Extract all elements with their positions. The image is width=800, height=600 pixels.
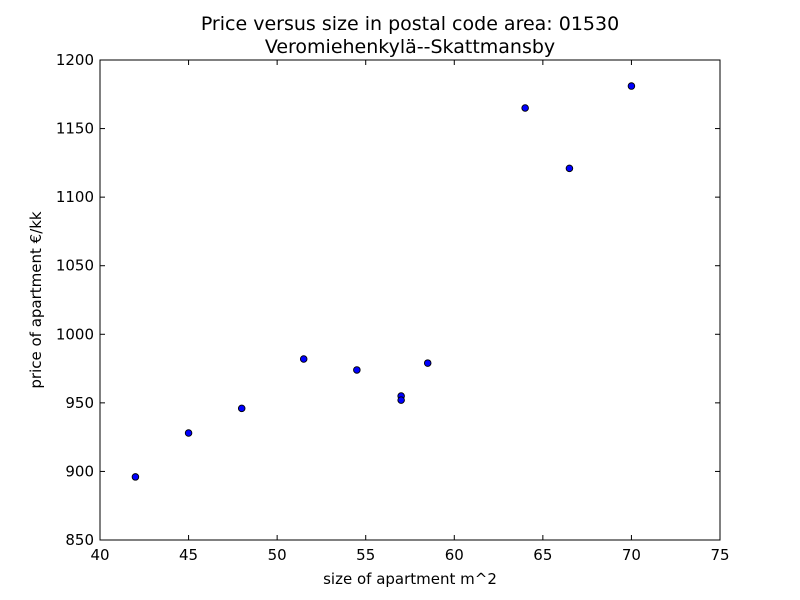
- axis-ticks: 40 45 50 55 60 65 70 75 850 900 950 1000 1050 1100 115…: [56, 51, 730, 564]
- data-point-1: [184, 429, 193, 437]
- chart-title: Price versus size in postal code area: 0…: [201, 13, 619, 35]
- y-tick-label: 1150: [56, 120, 94, 138]
- plot-area-frame: [99, 59, 721, 541]
- data-points: [131, 82, 636, 481]
- x-tick-label: 70: [622, 546, 641, 564]
- y-tick-label: 1100: [56, 188, 94, 206]
- data-point-8: [521, 104, 529, 112]
- x-axis-label: size of apartment m^2: [323, 570, 497, 588]
- data-point-3: [299, 355, 308, 363]
- x-tick-label: 75: [710, 546, 729, 564]
- y-axis-label: price of apartment €/kk: [27, 211, 45, 389]
- x-tick-label: 65: [533, 546, 552, 564]
- x-tick-label: 45: [179, 546, 198, 564]
- y-tick-label: 850: [65, 531, 94, 549]
- y-tick-label: 900: [65, 462, 94, 480]
- data-point-0: [131, 473, 140, 481]
- x-tick-label: 55: [356, 546, 375, 564]
- chart-subtitle: Veromiehenkylä--Skattmansby: [265, 36, 555, 58]
- data-point-6: [397, 396, 405, 404]
- data-point-2: [237, 404, 246, 413]
- x-tick-label: 40: [90, 546, 109, 564]
- y-tick-label: 950: [65, 394, 94, 412]
- y-tick-label: 1000: [56, 325, 94, 343]
- y-tick-label: 1200: [56, 51, 94, 69]
- x-tick-label: 60: [445, 546, 464, 564]
- x-tick-label: 50: [268, 546, 287, 564]
- data-point-9: [565, 164, 574, 173]
- data-point-10: [627, 82, 636, 90]
- data-point-7: [423, 359, 432, 367]
- data-point-4: [353, 366, 361, 374]
- y-tick-label: 1050: [56, 257, 94, 275]
